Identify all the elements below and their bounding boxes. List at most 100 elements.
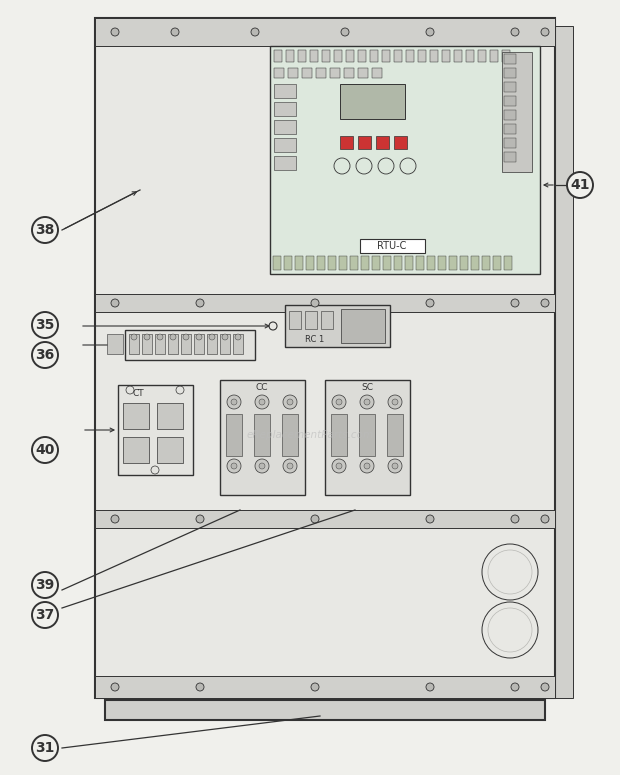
Bar xyxy=(394,136,407,149)
Bar xyxy=(118,385,193,475)
Bar xyxy=(226,414,242,456)
Bar xyxy=(466,50,474,62)
Bar xyxy=(460,256,468,270)
Bar xyxy=(382,50,390,62)
Bar xyxy=(123,437,149,463)
Bar xyxy=(372,68,382,78)
Bar xyxy=(273,256,281,270)
Bar xyxy=(340,136,353,149)
Bar xyxy=(194,334,204,354)
Bar xyxy=(168,334,178,354)
Circle shape xyxy=(32,217,58,243)
Circle shape xyxy=(392,399,398,405)
Text: CT: CT xyxy=(132,388,144,398)
Circle shape xyxy=(426,28,434,36)
Bar xyxy=(125,330,255,360)
Circle shape xyxy=(209,334,215,340)
Circle shape xyxy=(255,459,269,473)
Bar xyxy=(289,311,301,329)
Circle shape xyxy=(426,515,434,523)
Bar xyxy=(418,50,426,62)
Circle shape xyxy=(32,342,58,368)
Bar xyxy=(502,50,510,62)
Circle shape xyxy=(32,602,58,628)
Circle shape xyxy=(157,334,163,340)
Circle shape xyxy=(541,28,549,36)
Bar xyxy=(298,50,306,62)
Text: RTU-C: RTU-C xyxy=(378,241,407,251)
Bar xyxy=(341,309,385,343)
Bar xyxy=(370,50,378,62)
Bar xyxy=(282,414,298,456)
Bar xyxy=(286,50,294,62)
Bar xyxy=(358,50,366,62)
Circle shape xyxy=(111,683,119,691)
Circle shape xyxy=(171,28,179,36)
Bar xyxy=(504,124,516,134)
Bar xyxy=(359,414,375,456)
Circle shape xyxy=(32,735,58,761)
Bar xyxy=(555,26,573,698)
Bar xyxy=(181,334,191,354)
Bar xyxy=(344,68,354,78)
Bar xyxy=(449,256,457,270)
Text: 40: 40 xyxy=(35,443,55,457)
Text: 41: 41 xyxy=(570,178,590,192)
Bar xyxy=(316,68,326,78)
Bar xyxy=(95,18,555,46)
Bar xyxy=(490,50,498,62)
Bar xyxy=(157,403,183,429)
Circle shape xyxy=(336,463,342,469)
Text: 37: 37 xyxy=(35,608,55,622)
Bar xyxy=(274,156,296,170)
Text: eReplacementParts.com: eReplacementParts.com xyxy=(246,430,374,440)
Bar xyxy=(406,50,414,62)
Bar xyxy=(274,68,284,78)
Bar xyxy=(322,50,330,62)
Bar xyxy=(107,334,123,354)
Circle shape xyxy=(511,28,519,36)
Bar xyxy=(442,50,450,62)
Circle shape xyxy=(364,399,370,405)
Circle shape xyxy=(311,515,319,523)
Circle shape xyxy=(283,395,297,409)
Bar xyxy=(427,256,435,270)
Circle shape xyxy=(222,334,228,340)
Bar xyxy=(504,54,516,64)
Bar xyxy=(346,50,354,62)
Circle shape xyxy=(388,395,402,409)
Bar xyxy=(504,152,516,162)
Text: RC 1: RC 1 xyxy=(306,335,325,343)
Polygon shape xyxy=(280,18,330,46)
Circle shape xyxy=(541,683,549,691)
Bar xyxy=(288,68,298,78)
Circle shape xyxy=(259,399,265,405)
Bar xyxy=(142,334,152,354)
Bar xyxy=(95,510,555,528)
Circle shape xyxy=(111,299,119,307)
Circle shape xyxy=(196,299,204,307)
Circle shape xyxy=(311,683,319,691)
Circle shape xyxy=(111,28,119,36)
Circle shape xyxy=(567,172,593,198)
Circle shape xyxy=(259,463,265,469)
Circle shape xyxy=(336,399,342,405)
Bar xyxy=(383,256,391,270)
Bar xyxy=(155,334,165,354)
Bar xyxy=(504,256,512,270)
Circle shape xyxy=(341,28,349,36)
Text: CC: CC xyxy=(255,384,268,392)
Bar xyxy=(482,256,490,270)
Circle shape xyxy=(32,312,58,338)
Bar xyxy=(325,380,410,495)
Bar xyxy=(274,50,282,62)
Bar xyxy=(416,256,424,270)
Bar xyxy=(274,102,296,116)
Bar xyxy=(220,380,305,495)
Bar xyxy=(504,110,516,120)
Bar xyxy=(504,82,516,92)
Bar xyxy=(95,294,555,312)
Bar xyxy=(350,256,358,270)
Circle shape xyxy=(283,459,297,473)
Bar xyxy=(405,256,413,270)
